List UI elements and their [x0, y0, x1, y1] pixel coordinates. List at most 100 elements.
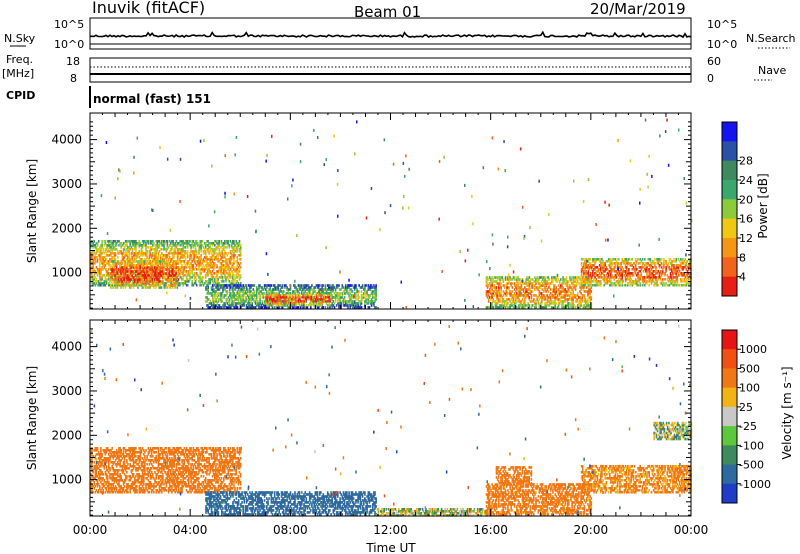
scatter-cell [92, 246, 94, 249]
scatter-cell [261, 288, 264, 291]
scatter-cell [584, 283, 586, 287]
scatter-cell [305, 284, 308, 287]
scatter-cell [223, 260, 225, 263]
scatter-cell [227, 304, 230, 307]
scatter-cell [226, 290, 229, 293]
scatter-cell [369, 284, 372, 287]
scatter-cell [186, 278, 189, 281]
scatter-cell [654, 258, 656, 261]
scatter-cell [273, 288, 276, 291]
scatter-cell [207, 290, 209, 293]
scatter-cell [307, 286, 310, 289]
scatter-cell [152, 248, 154, 251]
scatter-cell [251, 304, 253, 307]
scatter-cell [197, 264, 199, 267]
scatter-cell [237, 244, 240, 247]
scatter-cell [168, 256, 171, 259]
scatter-cell [204, 242, 207, 245]
scatter-cell [120, 268, 122, 271]
scatter-cell [194, 246, 197, 249]
scatter-cell [212, 304, 214, 307]
scatter-cell [103, 274, 106, 277]
scatter-cell [150, 268, 153, 271]
scatter-cell [177, 252, 180, 255]
scatter-cell [184, 264, 187, 267]
scatter-cell [210, 286, 213, 289]
scatter-cell [125, 270, 128, 273]
scatter-cell [237, 274, 240, 277]
scatter-cell [90, 270, 92, 273]
scatter-cell [228, 276, 231, 279]
scatter-cell [146, 250, 148, 253]
scatter-cell [161, 242, 163, 245]
scatter-cell [99, 250, 101, 253]
scatter-cell [227, 264, 230, 267]
scatter-cell [194, 242, 197, 245]
scatter-cell [122, 283, 125, 287]
scatter-cell [123, 264, 126, 267]
scatter-cell [195, 268, 198, 271]
scatter-cell [177, 248, 180, 251]
scatter-cell [211, 248, 214, 251]
scatter-cell [223, 286, 225, 289]
scatter-cell [511, 286, 514, 289]
scatter-cell [185, 244, 188, 247]
scatter-cell [155, 256, 157, 259]
scatter-cell [212, 276, 215, 279]
scatter-cell [142, 276, 145, 279]
scatter-cell [179, 282, 181, 285]
scatter-cell [129, 280, 131, 283]
scatter-cell [100, 244, 102, 247]
scatter-cell [156, 248, 159, 251]
scatter-cell [173, 270, 175, 273]
scatter-cell [263, 292, 266, 295]
scatter-cell [129, 260, 131, 263]
scatter-cell [303, 286, 305, 289]
scatter-cell [96, 258, 99, 261]
scatter-cell [320, 288, 322, 291]
scatter-cell [266, 306, 268, 309]
scatter-cell [152, 276, 154, 279]
scatter-cell [108, 254, 110, 257]
scatter-cell [117, 260, 120, 263]
scatter-cell [130, 272, 132, 275]
scatter-cell [649, 258, 652, 261]
scatter-cell [297, 290, 300, 293]
scatter-cell [363, 288, 365, 291]
scatter-cell [174, 262, 176, 265]
scatter-cell [328, 288, 330, 291]
scatter-cell [158, 280, 161, 283]
scatter-cell [179, 272, 181, 275]
scatter-cell [104, 260, 107, 263]
scatter-cell [121, 282, 123, 285]
scatter-cell [214, 262, 216, 265]
scatter-cell [270, 290, 273, 293]
scatter-cell [287, 292, 290, 295]
scatter-cell [93, 278, 95, 281]
scatter-cell [232, 286, 234, 289]
scatter-cell [214, 272, 216, 275]
scatter-cell [530, 294, 533, 297]
scatter-cell [544, 276, 546, 279]
scatter-cell [217, 246, 219, 249]
scatter-cell [348, 296, 350, 299]
scatter-cell [337, 294, 339, 297]
scatter-cell [131, 266, 134, 269]
scatter-cell [636, 268, 638, 271]
scatter-cell [129, 268, 131, 271]
scatter-cell [123, 280, 126, 283]
scatter-cell [301, 286, 303, 289]
scatter-cell [170, 272, 173, 275]
scatter-cell [192, 244, 195, 247]
scatter-cell [167, 252, 170, 255]
scatter-cell [134, 260, 137, 263]
scatter-cell [208, 302, 211, 305]
scatter-cell [128, 256, 130, 259]
scatter-cell [279, 284, 282, 287]
scatter-cell [140, 258, 143, 261]
scatter-cell [193, 252, 196, 255]
scatter-cell [231, 304, 233, 307]
scatter-cell [209, 262, 211, 265]
scatter-cell [121, 283, 124, 287]
scatter-cell [305, 288, 308, 291]
